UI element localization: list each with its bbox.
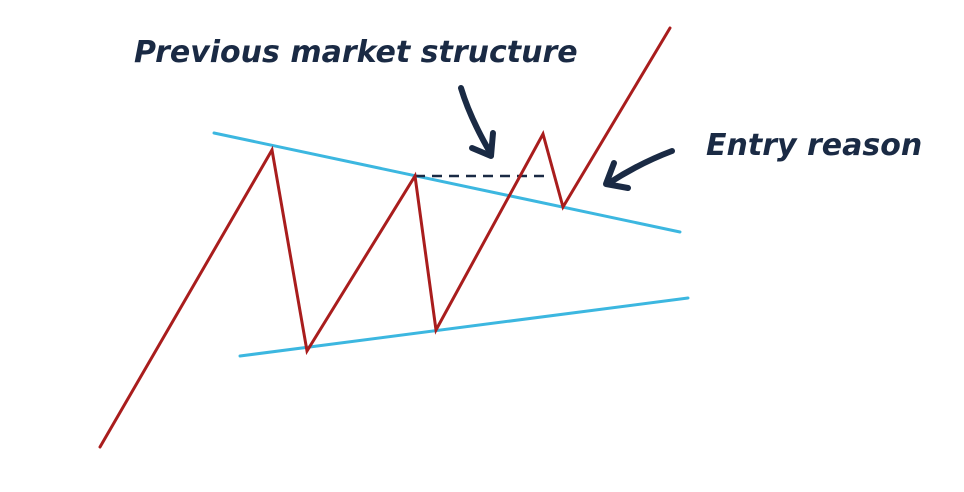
entry-reason-label: Entry reason: [706, 128, 922, 163]
previous-structure-label: Previous market structure: [134, 35, 578, 70]
arrow-down-right-icon: [458, 85, 496, 159]
arrow-left-down-icon: [603, 148, 675, 191]
lower-trendline: [238, 296, 690, 358]
upper-trendline: [212, 131, 682, 234]
price-path: [98, 26, 672, 449]
